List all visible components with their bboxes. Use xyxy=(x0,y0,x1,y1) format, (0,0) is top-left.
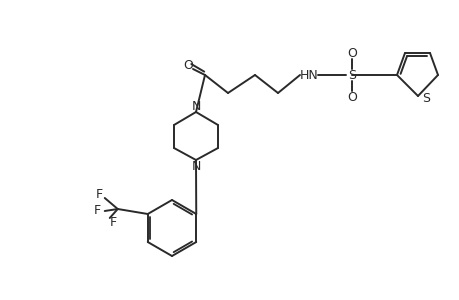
Text: O: O xyxy=(183,58,192,71)
Text: N: N xyxy=(191,160,200,172)
Text: F: F xyxy=(110,217,117,230)
Text: HN: HN xyxy=(299,68,318,82)
Text: O: O xyxy=(346,91,356,103)
Text: S: S xyxy=(421,92,429,104)
Text: F: F xyxy=(94,205,101,218)
Text: F: F xyxy=(96,188,103,202)
Text: O: O xyxy=(346,46,356,59)
Text: N: N xyxy=(191,100,200,112)
Text: S: S xyxy=(347,68,355,82)
